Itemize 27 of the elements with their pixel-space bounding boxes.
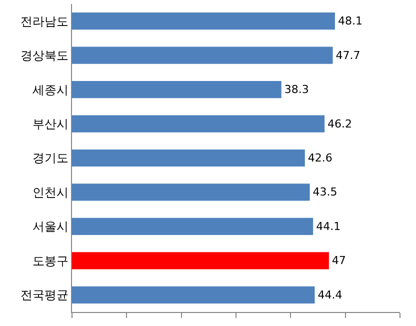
y-tick-label: 부산시 — [32, 116, 69, 131]
bar — [72, 218, 314, 235]
bar — [72, 81, 282, 98]
y-tick-label: 도봉구 — [32, 254, 69, 268]
bar — [72, 149, 305, 167]
data-label: 47.7 — [336, 48, 360, 62]
y-tick-label: 인천시 — [32, 185, 69, 200]
y-tick-label: 전국평균 — [20, 288, 69, 302]
data-label: 42.6 — [308, 152, 332, 164]
bar — [72, 115, 325, 132]
bar — [72, 252, 329, 270]
data-label: 44.4 — [318, 288, 342, 302]
data-label: 47 — [332, 254, 346, 268]
data-label: 48.1 — [338, 14, 362, 28]
y-tick-label: 경기도 — [32, 151, 69, 166]
data-label: 44.1 — [316, 220, 341, 233]
bar — [72, 12, 335, 30]
data-label: 46.2 — [328, 117, 352, 130]
y-tick-label: 경상북도 — [20, 48, 69, 63]
bar — [72, 286, 315, 304]
y-tick-label: 전라남도 — [20, 14, 69, 28]
bar — [72, 184, 310, 201]
data-label: 43.5 — [312, 186, 338, 199]
y-tick-label: 세종시 — [32, 82, 69, 97]
y-tick-label: 서울시 — [32, 220, 69, 234]
bar — [72, 46, 333, 64]
data-label: 38.3 — [284, 83, 309, 96]
